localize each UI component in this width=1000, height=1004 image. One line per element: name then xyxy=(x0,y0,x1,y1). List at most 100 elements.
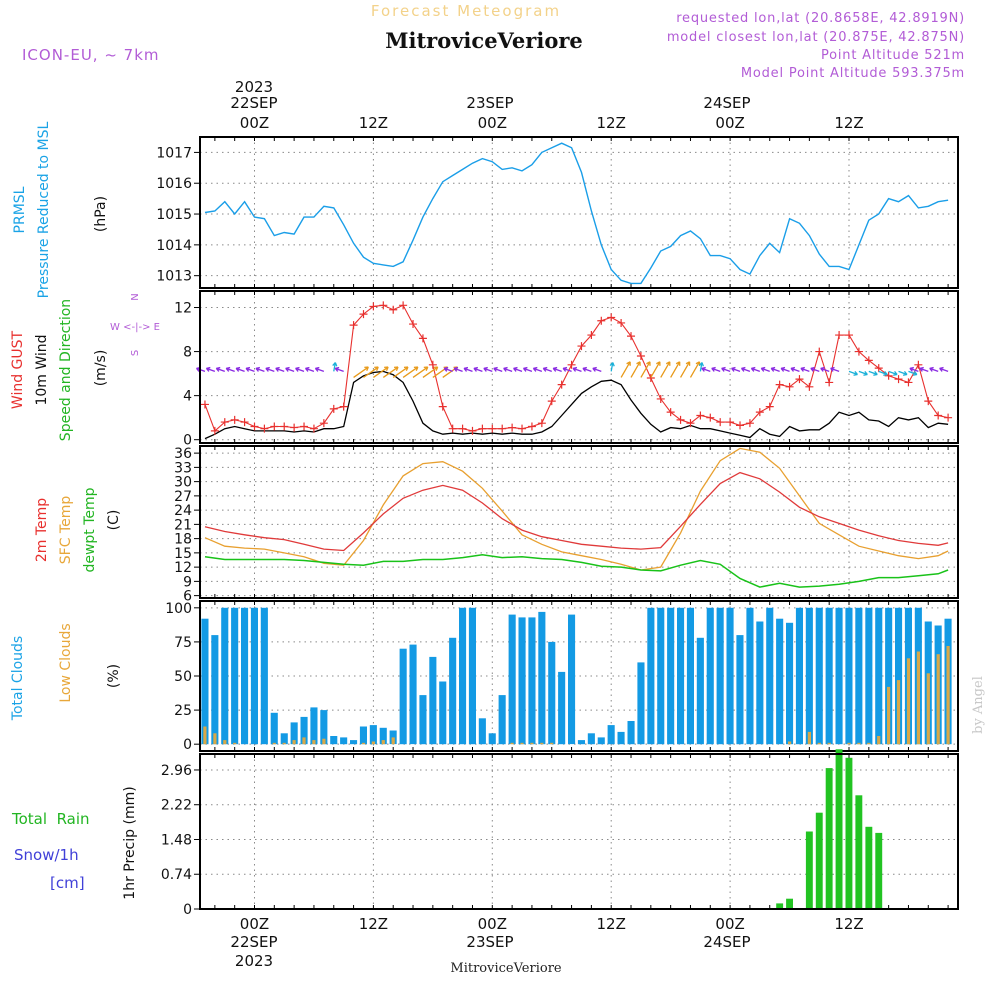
gust-marker xyxy=(627,332,636,341)
total-cloud-bar xyxy=(587,733,595,745)
wind-labels: Wind GUST 10m Wind Speed and Direction (… xyxy=(10,293,160,441)
wind-arrow-head xyxy=(503,366,508,372)
wind-arrow xyxy=(443,367,453,373)
wind-arrow-head xyxy=(205,366,211,372)
panel-bg xyxy=(200,446,958,598)
panel-bg xyxy=(200,291,958,443)
precip-bar xyxy=(776,903,784,909)
y-tick-label: 30 xyxy=(174,475,192,491)
y-tick-label: 27 xyxy=(174,489,192,505)
gust-marker xyxy=(210,426,219,435)
gust-marker xyxy=(349,321,358,330)
y-tick-label: 18 xyxy=(174,532,192,548)
y-tick-label: 24 xyxy=(174,503,192,519)
wind-arrow xyxy=(513,367,523,373)
gust-marker xyxy=(508,423,517,432)
gust-marker xyxy=(636,351,645,360)
pressure-panel: 1013 1014 1015 1016 1017 xyxy=(156,136,959,289)
gust-marker xyxy=(587,331,596,340)
wind-arrow xyxy=(689,361,701,378)
total-cloud-bar xyxy=(300,716,308,745)
wind-arrow xyxy=(679,361,691,378)
gust-marker xyxy=(736,421,745,430)
model-name: ICON-EU, ~ 7km xyxy=(22,46,160,64)
y-tick-label: 0 xyxy=(183,433,192,449)
top-date-3: 24SEP xyxy=(703,94,750,112)
total-cloud-bar xyxy=(508,614,516,745)
total-cloud-bar xyxy=(558,671,566,745)
pressure-unit: (hPa) xyxy=(93,196,109,232)
total-cloud-bar xyxy=(855,607,863,745)
wind-arrow-head xyxy=(285,366,290,372)
product-title: Forecast Meteogram xyxy=(371,2,561,20)
top-date-1: 22SEP xyxy=(230,94,277,112)
low-cloud-bar xyxy=(827,742,831,745)
y-tick-label: 36 xyxy=(174,446,192,462)
total-cloud-bar xyxy=(498,695,506,745)
total-cloud-bar xyxy=(637,662,645,745)
top-date-2: 23SEP xyxy=(466,94,513,112)
gust-marker xyxy=(617,318,626,327)
wind-arrow-head xyxy=(423,366,429,372)
wind-arrow xyxy=(493,367,503,373)
total-cloud-bar xyxy=(885,607,893,745)
top-tick-label: 12Z xyxy=(597,114,626,132)
cloud-labels: Total Clouds Low Clouds (%) xyxy=(10,623,122,721)
total-cloud-bar xyxy=(538,611,546,745)
low-cloud-bar xyxy=(312,740,316,745)
gust-marker xyxy=(290,423,299,432)
total-cloud-bar xyxy=(607,725,615,745)
wind-arrow-head xyxy=(701,366,706,372)
footer-station: MitroviceVeriore xyxy=(450,961,562,976)
low-cloud-bar xyxy=(916,651,920,745)
wind-arrow xyxy=(206,367,216,373)
gust-marker xyxy=(418,334,427,343)
watermark: by Angel xyxy=(971,676,986,734)
gust-marker xyxy=(260,424,269,433)
y-tick-label: 1015 xyxy=(156,207,192,223)
low-cloud-bar xyxy=(520,742,524,745)
precip-label-cm: [cm] xyxy=(50,874,85,892)
wind-arrow xyxy=(660,361,671,378)
wind-arrow-head xyxy=(820,366,825,372)
gust-marker xyxy=(537,419,546,428)
wind-arrow xyxy=(265,367,275,373)
wind-label-2: 10m Wind xyxy=(34,334,50,405)
wind-arrow-head xyxy=(304,366,310,372)
wind-arrow-head xyxy=(463,366,469,372)
wind-arrow-head xyxy=(665,361,671,366)
wind-arrow xyxy=(800,367,810,373)
y-tick-label: 2.22 xyxy=(161,798,192,814)
wind-arrow xyxy=(909,367,919,373)
gust-marker xyxy=(894,375,903,384)
total-cloud-bar xyxy=(766,607,774,745)
y-tick-label: 1017 xyxy=(156,145,192,161)
wind-arrow-head xyxy=(740,366,746,372)
total-cloud-bar xyxy=(350,740,358,745)
gust-marker xyxy=(230,415,239,424)
total-cloud-bar xyxy=(439,681,447,745)
low-cloud-bar xyxy=(540,742,544,745)
wind-arrow-head xyxy=(453,366,459,372)
y-tick-label: 1013 xyxy=(156,269,192,285)
gust-marker xyxy=(785,382,794,391)
y-tick-label: 75 xyxy=(174,635,192,651)
closest-coords: model closest lon,lat (20.875E, 42.875N) xyxy=(667,30,965,45)
low-cloud-bar xyxy=(817,742,821,745)
wind-arrow xyxy=(848,370,858,376)
wind-arrow xyxy=(731,367,741,373)
wind-label-1: Wind GUST xyxy=(10,330,26,409)
wind-arrow xyxy=(334,367,344,373)
wind-arrow-head xyxy=(403,366,409,372)
y-tick-label: 12 xyxy=(174,301,192,317)
wind-arrow-head xyxy=(711,366,716,372)
dewpoint-line xyxy=(204,554,949,588)
total-cloud-bar xyxy=(795,607,803,745)
y-tick-label: 0.74 xyxy=(161,867,192,883)
gust-marker xyxy=(745,419,754,428)
wind-arrow xyxy=(305,367,315,373)
wind-arrow-head xyxy=(685,361,691,366)
top-tick-label: 00Z xyxy=(478,114,507,132)
total-cloud-bar xyxy=(359,726,367,745)
